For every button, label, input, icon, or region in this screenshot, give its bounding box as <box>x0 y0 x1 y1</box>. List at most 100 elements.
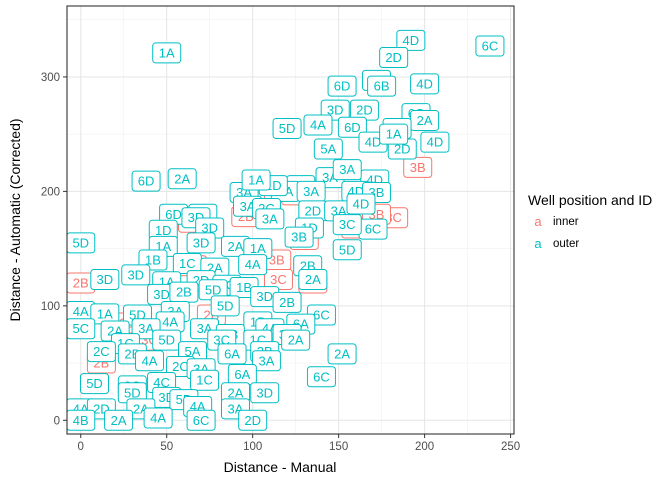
point-label-box <box>332 214 362 236</box>
point-label-text: 1A <box>248 172 264 187</box>
plot-panel-border <box>66 5 515 435</box>
x-axis-title: Distance - Manual <box>224 459 337 475</box>
point-label-outer: 3D <box>147 283 177 305</box>
point-label-outer: 2D <box>298 200 328 222</box>
point-label-text: 2D <box>394 142 411 157</box>
point-label-box <box>67 409 96 431</box>
point-label-box <box>238 254 268 276</box>
point-label-outer: 6C <box>475 35 505 57</box>
point-label-outer: 5D <box>80 373 110 395</box>
point-label-outer: 6D <box>131 170 161 192</box>
point-label-box <box>251 350 281 372</box>
point-label-text: 5D <box>72 235 89 250</box>
point-label-text: 1A <box>250 241 266 256</box>
point-label-text: 3D <box>153 287 170 302</box>
point-label-outer: 5D <box>272 117 302 139</box>
point-label-outer: 5D <box>332 239 362 261</box>
point-label-outer: 5C <box>67 318 96 340</box>
point-label-outer: 1C <box>190 369 220 391</box>
x-tick-label: 250 <box>501 441 520 453</box>
point-label-outer: 2A <box>298 269 328 291</box>
y-tick-label: 300 <box>41 72 60 84</box>
point-label-text: 3D <box>256 289 273 304</box>
y-tick-label: 200 <box>41 186 60 198</box>
point-label-text: 1C <box>196 373 213 388</box>
point-label-text: 2A <box>228 385 244 400</box>
point-label-text: 6C <box>193 413 210 428</box>
point-label-outer: 3A <box>296 180 326 202</box>
point-label-outer: 1A <box>241 169 271 191</box>
point-label-text: 5D <box>124 385 141 400</box>
point-label-text: 1A <box>159 45 175 60</box>
series-layer: 2B2B3B4C2B2B3B3C3B3B3C3B3C3B3B2B2B3C3B4C… <box>67 29 505 431</box>
x-axis: 0 50 100 150 200 250 <box>78 434 520 453</box>
point-label-text: 6D <box>165 207 182 222</box>
point-label-box <box>135 350 165 372</box>
point-label-outer: 6A <box>217 343 247 365</box>
point-label-text: 3D <box>327 103 344 118</box>
point-label-outer: 3A <box>251 350 281 372</box>
point-label-box <box>420 131 450 153</box>
point-label-box <box>298 269 328 291</box>
point-label-outer: 2A <box>220 382 250 404</box>
point-label-text: 2C <box>93 344 110 359</box>
point-label-box <box>272 291 302 313</box>
point-label-text: 3A <box>262 211 278 226</box>
point-label-text: 4A <box>310 118 326 133</box>
point-label-text: 4A <box>142 353 158 368</box>
point-label-outer: 3D <box>250 286 280 308</box>
x-tick-label: 100 <box>243 441 262 453</box>
point-label-box <box>152 42 182 64</box>
point-label-outer: 1A <box>90 303 120 325</box>
point-label-outer: 4A <box>303 114 333 136</box>
point-label-box <box>403 156 433 178</box>
point-label-text: 1A <box>97 306 113 321</box>
point-label-box <box>346 193 376 215</box>
point-label-outer: 6B <box>367 75 397 97</box>
point-label-text: 5D <box>279 121 296 136</box>
point-label-text: 4C <box>153 375 170 390</box>
point-label-outer: 2A <box>104 409 134 431</box>
x-tick-label: 0 <box>78 441 84 453</box>
point-label-outer: 3D <box>90 269 120 291</box>
point-label-text: 3A <box>138 321 154 336</box>
point-label-text: 4A <box>245 257 261 272</box>
legend-label-outer: outer <box>553 238 579 250</box>
point-label-box <box>255 208 285 230</box>
point-label-text: 6D <box>138 174 155 189</box>
point-label-text: 3D <box>193 235 210 250</box>
point-label-text: 3D <box>97 272 114 287</box>
point-label-outer: 6C <box>186 409 216 431</box>
point-label-outer: 1A <box>243 238 273 260</box>
point-label-text: 1B <box>145 253 161 268</box>
point-label-outer: 4A <box>155 311 185 333</box>
point-label-inner: 2B <box>67 272 96 294</box>
point-label-box <box>313 138 343 160</box>
point-label-box <box>143 407 173 429</box>
point-label-box <box>131 170 161 192</box>
point-label-outer: 4A <box>135 350 165 372</box>
point-label-text: 4B <box>73 413 89 428</box>
y-axis-title: Distance - Automatic (Corrected) <box>7 118 23 321</box>
point-label-outer: 2C <box>86 341 116 363</box>
point-label-box <box>210 295 240 317</box>
point-label-box <box>379 123 409 145</box>
point-label-outer: 6C <box>358 218 388 240</box>
point-label-outer: 3D <box>250 382 280 404</box>
point-label-outer: 2D <box>379 46 409 68</box>
point-label-inner: 3C <box>263 269 293 291</box>
point-label-text: 5A <box>185 344 201 359</box>
point-label-box <box>367 75 397 97</box>
point-label-text: 5A <box>320 142 336 157</box>
point-label-text: 2C <box>172 359 189 374</box>
point-label-text: 2A <box>288 333 304 348</box>
point-label-text: 6C <box>482 39 499 54</box>
point-label-outer: 2A <box>410 109 440 131</box>
point-label-text: 2D <box>305 203 322 218</box>
y-axis: 0 100 200 300 <box>41 72 67 427</box>
point-label-text: 4A <box>150 410 166 425</box>
point-label-text: 3B <box>291 230 307 245</box>
point-label-text: 2A <box>417 113 433 128</box>
point-label-outer: 2A <box>327 343 357 365</box>
